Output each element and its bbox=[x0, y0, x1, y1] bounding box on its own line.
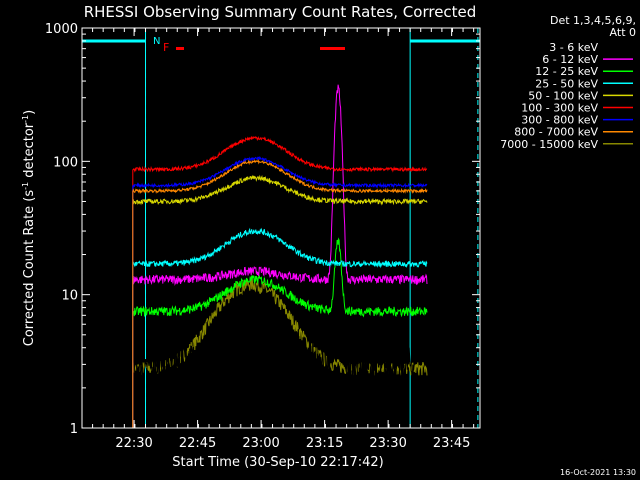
x-axis-label: Start Time (30-Sep-10 22:17:42) bbox=[172, 455, 383, 470]
legend-entry-label: 50 - 100 keV bbox=[528, 89, 598, 102]
y-axis-label-part3: ) bbox=[22, 110, 37, 115]
legend-entry-label: 3 - 6 keV bbox=[549, 41, 598, 54]
flare-flag-bar-1 bbox=[176, 47, 184, 50]
legend-entry-label: 12 - 25 keV bbox=[535, 65, 598, 78]
y-axis-label-sup1: -1 bbox=[21, 182, 30, 190]
footer-timestamp: 16-Oct-2021 13:30 bbox=[560, 468, 636, 477]
x-tick-label: 22:30 bbox=[115, 436, 152, 451]
series-line-12-25keV bbox=[132, 237, 428, 428]
night-flag-label: N bbox=[153, 36, 160, 47]
x-tick-label: 23:45 bbox=[433, 436, 470, 451]
series-line-800-7000keV bbox=[132, 158, 428, 428]
y-tick-label: 100 bbox=[53, 155, 78, 170]
legend-entry-label: 6 - 12 keV bbox=[542, 53, 598, 66]
x-tick-label: 22:45 bbox=[179, 436, 216, 451]
detector-info-line1: Det 1,3,4,5,6,9, bbox=[550, 14, 636, 27]
legend-entry-label: 25 - 50 keV bbox=[535, 77, 598, 90]
chart-title: RHESSI Observing Summary Count Rates, Co… bbox=[84, 3, 477, 21]
flare-flag-label: F bbox=[163, 41, 169, 54]
x-tick-label: 23:30 bbox=[369, 436, 406, 451]
series-line-100-300keV bbox=[132, 135, 428, 428]
x-tick-label: 23:00 bbox=[242, 436, 279, 451]
legend-entry-label: 800 - 7000 keV bbox=[514, 126, 598, 139]
y-tick-label: 1 bbox=[70, 422, 78, 437]
flare-flag-bar-2 bbox=[320, 47, 345, 50]
series-line-25-50keV bbox=[132, 227, 428, 428]
y-axis-label-sup2: -1 bbox=[21, 115, 30, 123]
plot-frame bbox=[81, 27, 481, 429]
x-axis: 22:30 22:45 23:00 23:15 23:30 23:45 bbox=[81, 28, 475, 451]
legend-entry-label: 100 - 300 keV bbox=[521, 102, 598, 115]
y-tick-label: 10 bbox=[61, 289, 78, 304]
y-axis-label: Corrected Count Rate (s-1 detector-1) bbox=[21, 110, 37, 346]
series-line-50-100keV bbox=[132, 174, 428, 428]
x-tick-label: 23:15 bbox=[306, 436, 343, 451]
series-line-300-800keV bbox=[132, 156, 428, 428]
series-line-6-12keV bbox=[132, 84, 428, 428]
legend-entry-label: 300 - 800 keV bbox=[521, 114, 598, 127]
y-axis-label-part1: Corrected Count Rate (s bbox=[22, 190, 37, 347]
legend-entry-label: 7000 - 15000 keV bbox=[500, 138, 598, 151]
y-tick-label: 1000 bbox=[45, 22, 78, 37]
y-axis-label-part2: detector bbox=[22, 122, 37, 182]
detector-info-line2: Att 0 bbox=[610, 26, 636, 39]
series-layer bbox=[132, 84, 428, 428]
y-axis: 1 10 100 1000 bbox=[45, 22, 480, 437]
series-line-3-6keV bbox=[132, 206, 415, 428]
